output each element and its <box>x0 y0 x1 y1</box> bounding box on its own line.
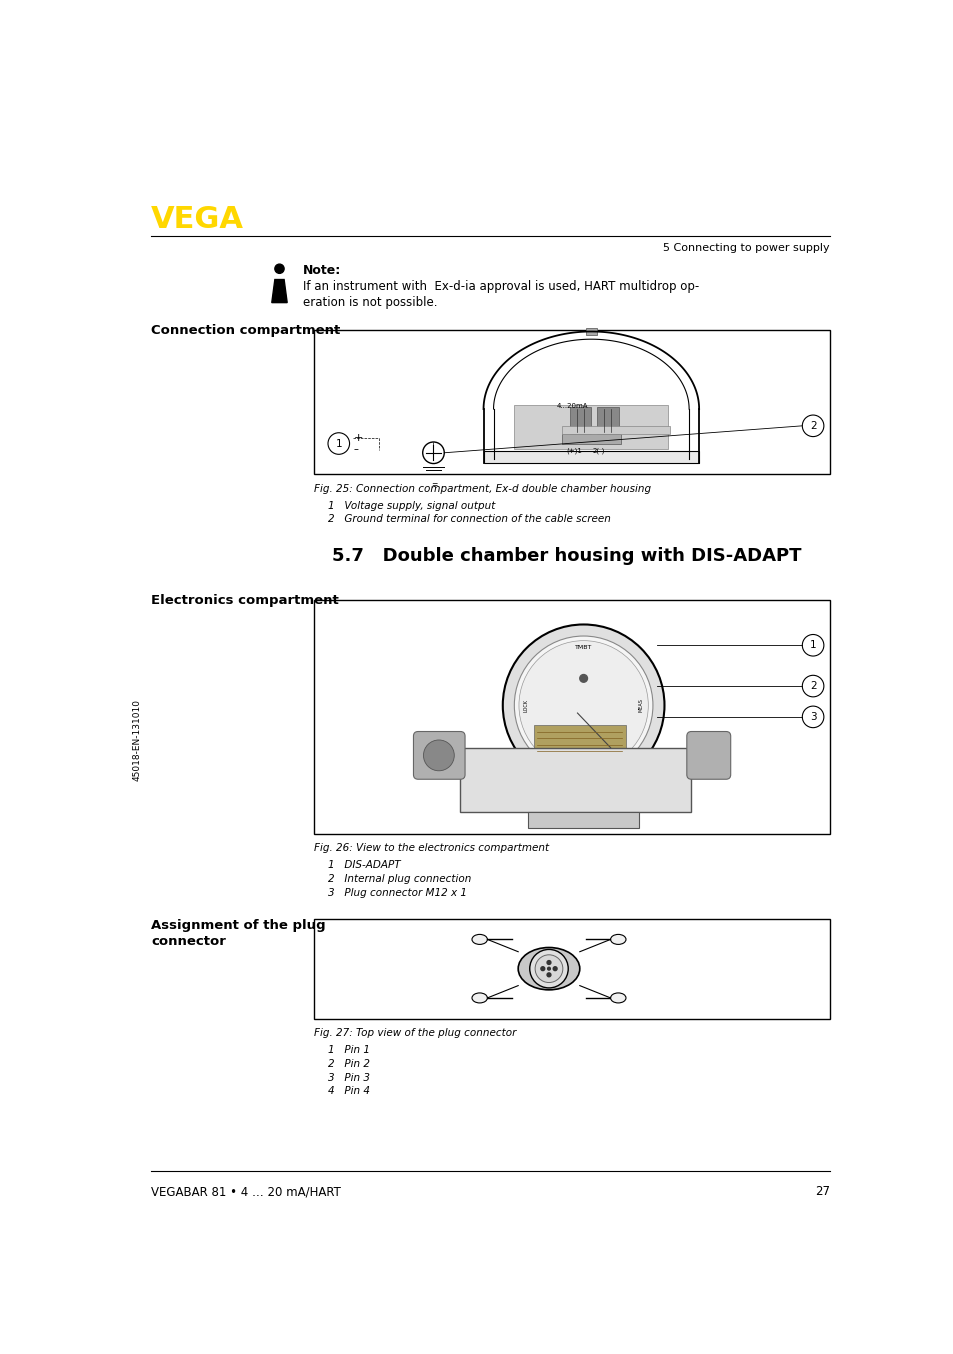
Text: (+)1: (+)1 <box>566 447 582 454</box>
Circle shape <box>553 967 557 971</box>
Text: Fig. 26: View to the electronics compartment: Fig. 26: View to the electronics compart… <box>314 844 549 853</box>
Text: Fig. 25: Connection compartment, Ex-d double chamber housing: Fig. 25: Connection compartment, Ex-d do… <box>314 483 651 494</box>
Text: 1   DIS-ADAPT: 1 DIS-ADAPT <box>328 860 400 871</box>
Circle shape <box>514 636 652 774</box>
Text: connector: connector <box>151 934 226 948</box>
Circle shape <box>546 960 550 964</box>
Text: Assignment of the plug: Assignment of the plug <box>151 918 325 932</box>
Text: 3   Pin 3: 3 Pin 3 <box>328 1072 370 1083</box>
Text: 45018-EN-131010: 45018-EN-131010 <box>132 699 141 781</box>
Text: 2   Pin 2: 2 Pin 2 <box>328 1059 370 1068</box>
Text: Note:: Note: <box>302 264 340 278</box>
Circle shape <box>502 624 664 787</box>
Text: 5 Connecting to power supply: 5 Connecting to power supply <box>662 244 829 253</box>
Text: TMBT: TMBT <box>575 646 592 650</box>
FancyBboxPatch shape <box>561 435 620 444</box>
Text: Fig. 27: Top view of the plug connector: Fig. 27: Top view of the plug connector <box>314 1028 516 1039</box>
Text: 2: 2 <box>809 421 816 431</box>
Text: 27: 27 <box>814 1185 829 1198</box>
Text: 4...20mA: 4...20mA <box>557 402 588 409</box>
FancyBboxPatch shape <box>314 330 829 474</box>
Text: 2: 2 <box>809 681 816 691</box>
Circle shape <box>546 974 550 976</box>
Text: Electronics compartment: Electronics compartment <box>151 593 338 607</box>
Text: LOCK: LOCK <box>523 699 528 712</box>
Ellipse shape <box>472 992 487 1003</box>
Circle shape <box>518 640 648 770</box>
FancyBboxPatch shape <box>585 328 596 336</box>
Text: 1: 1 <box>809 640 816 650</box>
FancyBboxPatch shape <box>413 731 464 780</box>
Text: eration is not possible.: eration is not possible. <box>302 295 436 309</box>
Text: 1: 1 <box>335 439 342 448</box>
Text: VEGABAR 81 • 4 … 20 mA/HART: VEGABAR 81 • 4 … 20 mA/HART <box>151 1185 340 1198</box>
FancyBboxPatch shape <box>597 408 618 433</box>
FancyBboxPatch shape <box>533 724 625 761</box>
FancyBboxPatch shape <box>561 425 669 433</box>
Circle shape <box>274 264 284 274</box>
FancyBboxPatch shape <box>483 451 699 463</box>
FancyBboxPatch shape <box>528 812 639 827</box>
Ellipse shape <box>610 934 625 945</box>
Text: 3: 3 <box>809 712 816 722</box>
Circle shape <box>579 674 587 682</box>
Text: MEAS: MEAS <box>639 699 643 712</box>
Polygon shape <box>272 279 287 303</box>
FancyBboxPatch shape <box>460 747 691 812</box>
Circle shape <box>547 967 550 969</box>
FancyBboxPatch shape <box>569 408 591 433</box>
FancyBboxPatch shape <box>514 405 668 450</box>
Text: =: = <box>431 481 437 490</box>
Text: 2(-): 2(-) <box>592 447 604 454</box>
Text: 1   Voltage supply, signal output: 1 Voltage supply, signal output <box>328 501 495 510</box>
Text: –: – <box>353 444 358 454</box>
Text: 3   Plug connector M12 x 1: 3 Plug connector M12 x 1 <box>328 888 467 898</box>
FancyBboxPatch shape <box>686 731 730 780</box>
Ellipse shape <box>610 992 625 1003</box>
FancyBboxPatch shape <box>314 600 829 834</box>
Text: 4   Pin 4: 4 Pin 4 <box>328 1086 370 1097</box>
Text: 2   Internal plug connection: 2 Internal plug connection <box>328 873 471 884</box>
Text: 2   Ground terminal for connection of the cable screen: 2 Ground terminal for connection of the … <box>328 515 610 524</box>
FancyBboxPatch shape <box>314 918 829 1018</box>
Text: VEGA: VEGA <box>151 204 244 234</box>
Text: +: + <box>353 433 362 443</box>
Text: 5.7   Double chamber housing with DIS-ADAPT: 5.7 Double chamber housing with DIS-ADAP… <box>332 547 801 566</box>
Circle shape <box>529 949 568 988</box>
Circle shape <box>423 741 454 770</box>
Ellipse shape <box>517 948 579 990</box>
Text: Connection compartment: Connection compartment <box>151 324 340 337</box>
Text: If an instrument with  Ex-d-ia approval is used, HART multidrop op-: If an instrument with Ex-d-ia approval i… <box>302 279 699 292</box>
Text: 1   Pin 1: 1 Pin 1 <box>328 1045 370 1055</box>
Ellipse shape <box>472 934 487 945</box>
Circle shape <box>540 967 544 971</box>
Circle shape <box>535 955 562 983</box>
